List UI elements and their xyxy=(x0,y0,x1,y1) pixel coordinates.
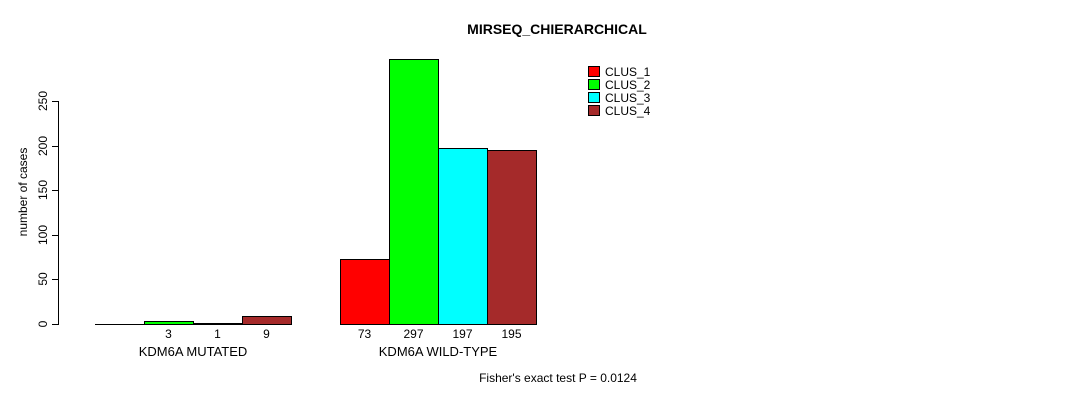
bar-clus_2-wild-type xyxy=(389,59,439,325)
bar-value-label: 1 xyxy=(214,327,221,341)
legend-item-clus_4: CLUS_4 xyxy=(588,103,651,118)
y-axis-tick xyxy=(52,101,58,102)
category-label-mutated: KDM6A MUTATED xyxy=(138,344,248,359)
y-axis-tick xyxy=(52,324,58,325)
legend: CLUS_1 CLUS_2 CLUS_3 CLUS_4 xyxy=(588,64,651,118)
bar-value-label: 3 xyxy=(165,327,172,341)
legend-item-clus_3: CLUS_3 xyxy=(588,90,651,105)
legend-swatch-clus_2 xyxy=(588,79,600,90)
y-axis-tick-label: 150 xyxy=(36,179,50,201)
y-axis-tick-label: 250 xyxy=(36,90,50,112)
bar-clus_2-mutated xyxy=(144,321,194,325)
fisher-test-note: Fisher's exact test P = 0.0124 xyxy=(479,371,637,385)
y-axis-tick-label: 0 xyxy=(36,320,50,328)
y-axis-tick xyxy=(52,235,58,236)
y-axis-tick xyxy=(52,146,58,147)
y-axis-tick xyxy=(52,279,58,280)
category-label-wild-type: KDM6A WILD-TYPE xyxy=(378,344,498,359)
y-axis-tick xyxy=(52,190,58,191)
legend-label: CLUS_2 xyxy=(605,77,651,92)
bar-clus_4-mutated xyxy=(242,316,292,325)
legend-item-clus_2: CLUS_2 xyxy=(588,77,651,92)
bar-clus_4-wild-type xyxy=(487,150,537,325)
y-axis-tick-label: 50 xyxy=(36,272,50,286)
bar-value-label: 197 xyxy=(452,327,473,341)
chart-title: MIRSEQ_CHIERARCHICAL xyxy=(467,21,647,37)
bar-value-label: 73 xyxy=(357,327,372,341)
bar-value-label: 195 xyxy=(501,327,522,341)
legend-swatch-clus_1 xyxy=(588,66,600,77)
y-axis-tick-label: 200 xyxy=(36,135,50,157)
bar-clus_1-wild-type xyxy=(340,259,390,325)
bar-value-label: 9 xyxy=(263,327,270,341)
bar-clus_3-mutated xyxy=(193,323,243,325)
bar-clus_3-wild-type xyxy=(438,148,488,325)
y-axis-line xyxy=(58,101,59,325)
y-axis-tick-label: 100 xyxy=(36,224,50,246)
bar-value-label: 297 xyxy=(403,327,424,341)
legend-label: CLUS_1 xyxy=(605,64,651,79)
legend-label: CLUS_4 xyxy=(605,103,651,118)
legend-item-clus_1: CLUS_1 xyxy=(588,64,651,79)
legend-swatch-clus_3 xyxy=(588,92,600,103)
y-axis-label: number of cases xyxy=(16,147,30,237)
legend-label: CLUS_3 xyxy=(605,90,651,105)
legend-swatch-clus_4 xyxy=(588,105,600,116)
